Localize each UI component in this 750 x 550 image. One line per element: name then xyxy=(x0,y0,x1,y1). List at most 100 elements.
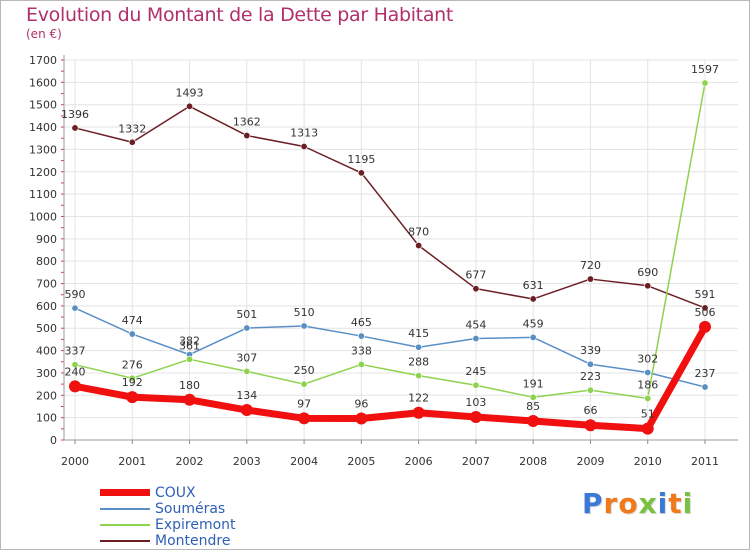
data-label-montendre: 1332 xyxy=(118,122,146,135)
data-label-expiremont: 338 xyxy=(351,344,372,357)
data-label-soumeras: 415 xyxy=(408,327,429,340)
data-point-coux xyxy=(641,422,654,435)
legend-label-expiremont: Expiremont xyxy=(155,517,236,533)
data-label-soumeras: 590 xyxy=(65,288,86,301)
y-tick-label: 700 xyxy=(36,278,57,291)
data-point-soumeras xyxy=(243,324,251,332)
data-label-soumeras: 474 xyxy=(122,314,143,327)
data-point-coux xyxy=(126,391,139,404)
data-point-montendre xyxy=(529,295,537,303)
y-tick-label: 800 xyxy=(36,255,57,268)
y-tick-label: 500 xyxy=(36,322,57,335)
data-point-coux xyxy=(527,415,540,427)
legend-swatch-coux xyxy=(100,489,150,496)
data-label-montendre: 631 xyxy=(523,279,544,292)
data-point-expiremont xyxy=(300,380,308,388)
logo-letter: i xyxy=(682,487,694,520)
x-tick-label: 2007 xyxy=(462,455,490,468)
y-unit-label: (en €) xyxy=(26,27,62,41)
data-label-soumeras: 382 xyxy=(179,335,200,348)
data-label-expiremont: 186 xyxy=(637,378,658,391)
legend-item-expiremont: Expiremont xyxy=(100,517,236,533)
series-layer xyxy=(69,79,711,435)
data-label-soumeras: 465 xyxy=(351,316,372,329)
x-tick-label: 2000 xyxy=(61,455,89,468)
legend-swatch-expiremont xyxy=(100,524,150,526)
y-tick-label: 1100 xyxy=(29,188,57,201)
data-label-expiremont: 245 xyxy=(465,365,486,378)
data-point-expiremont xyxy=(71,361,79,369)
data-point-montendre xyxy=(71,124,79,132)
data-point-expiremont xyxy=(586,386,594,394)
series-line-montendre xyxy=(74,105,706,309)
legend-label-soumeras: Souméras xyxy=(155,501,226,517)
data-point-montendre xyxy=(243,132,251,140)
legend: COUX Souméras Expiremont Montendre xyxy=(100,485,236,549)
logo-letter: t xyxy=(668,487,683,520)
x-tick-label: 2002 xyxy=(176,455,204,468)
data-label-soumeras: 510 xyxy=(294,306,315,319)
data-point-expiremont xyxy=(415,372,423,380)
y-tick-label: 1700 xyxy=(29,54,57,67)
y-tick-label: 600 xyxy=(36,300,57,313)
data-point-montendre xyxy=(472,285,480,293)
data-label-coux: 240 xyxy=(65,365,86,378)
data-point-soumeras xyxy=(644,368,652,376)
data-point-coux xyxy=(298,412,311,425)
data-point-coux xyxy=(69,380,81,393)
legend-swatch-soumeras xyxy=(100,508,150,510)
data-label-montendre: 720 xyxy=(580,259,601,272)
y-tick-label: 300 xyxy=(36,367,57,380)
y-tick-label: 100 xyxy=(36,412,57,425)
series-line-soumeras xyxy=(74,307,706,388)
logo-letter: P xyxy=(582,487,604,520)
x-tick-label: 2004 xyxy=(290,455,318,468)
y-tick-label: 1200 xyxy=(29,166,57,179)
data-label-soumeras: 302 xyxy=(637,352,658,365)
y-tick-label: 1400 xyxy=(29,121,57,134)
data-label-soumeras: 237 xyxy=(695,367,716,380)
data-label-coux: 180 xyxy=(179,379,200,392)
data-label-coux: 103 xyxy=(465,396,486,409)
x-tick-label: 2003 xyxy=(233,455,261,468)
data-point-soumeras xyxy=(529,333,537,341)
data-label-expiremont: 223 xyxy=(580,370,601,383)
data-point-soumeras xyxy=(586,360,594,368)
data-label-coux: 85 xyxy=(526,400,540,413)
y-tick-label: 1000 xyxy=(29,210,57,223)
data-label-montendre: 1362 xyxy=(233,116,261,129)
chart-title: Evolution du Montant de la Dette par Hab… xyxy=(26,4,454,26)
data-point-montendre xyxy=(586,275,594,283)
data-point-montendre xyxy=(644,282,652,290)
data-point-montendre xyxy=(357,169,365,177)
x-tick-label: 2009 xyxy=(576,455,604,468)
data-point-coux xyxy=(699,320,711,333)
data-point-expiremont xyxy=(357,360,365,368)
y-tick-label: 200 xyxy=(36,389,57,402)
x-tick-label: 2001 xyxy=(118,455,146,468)
data-label-expiremont: 307 xyxy=(236,351,257,364)
data-point-montendre xyxy=(701,304,709,312)
data-point-expiremont xyxy=(472,381,480,389)
data-point-expiremont xyxy=(186,355,194,363)
data-point-soumeras xyxy=(701,383,709,391)
data-point-coux xyxy=(584,419,597,432)
data-point-coux xyxy=(183,393,196,406)
data-label-montendre: 1313 xyxy=(290,127,318,140)
data-point-expiremont xyxy=(128,374,136,382)
data-label-expiremont: 361 xyxy=(179,339,200,352)
data-label-coux: 66 xyxy=(583,404,597,417)
data-point-montendre xyxy=(186,102,194,110)
y-tick-label: 400 xyxy=(36,345,57,358)
data-label-coux: 134 xyxy=(236,389,257,402)
data-label-expiremont: 276 xyxy=(122,358,143,371)
data-label-expiremont: 250 xyxy=(294,364,315,377)
y-tick-label: 1600 xyxy=(29,76,57,89)
legend-label-montendre: Montendre xyxy=(155,533,231,549)
data-point-montendre xyxy=(300,143,308,151)
data-label-montendre: 870 xyxy=(408,226,429,239)
data-label-soumeras: 454 xyxy=(465,319,486,332)
data-point-soumeras xyxy=(415,343,423,351)
data-point-soumeras xyxy=(300,322,308,330)
logo-letter: o xyxy=(618,487,639,520)
